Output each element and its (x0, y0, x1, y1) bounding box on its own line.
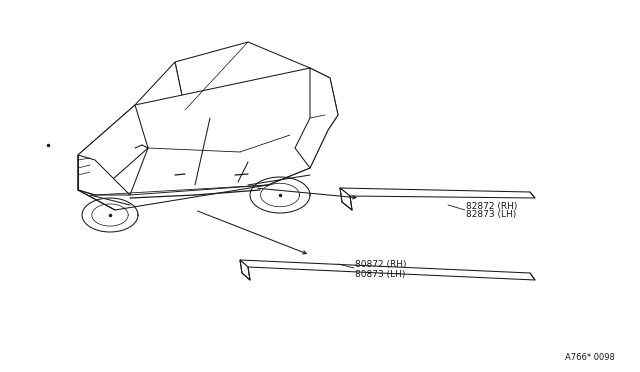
Polygon shape (135, 62, 185, 148)
Text: 82872 (RH): 82872 (RH) (466, 202, 517, 211)
Polygon shape (240, 260, 250, 280)
Text: 82873 (LH): 82873 (LH) (466, 211, 516, 219)
Polygon shape (295, 68, 338, 168)
Polygon shape (268, 68, 318, 122)
Polygon shape (240, 122, 286, 162)
Polygon shape (175, 42, 310, 110)
Polygon shape (340, 188, 535, 198)
Text: 80872 (RH): 80872 (RH) (355, 260, 406, 269)
Polygon shape (78, 155, 130, 195)
Polygon shape (78, 68, 338, 210)
Text: A766* 0098: A766* 0098 (565, 353, 615, 362)
Polygon shape (78, 105, 148, 195)
Polygon shape (340, 188, 352, 210)
Polygon shape (148, 110, 210, 158)
Polygon shape (240, 260, 535, 280)
Text: 80873 (LH): 80873 (LH) (355, 269, 405, 279)
Polygon shape (210, 92, 278, 152)
